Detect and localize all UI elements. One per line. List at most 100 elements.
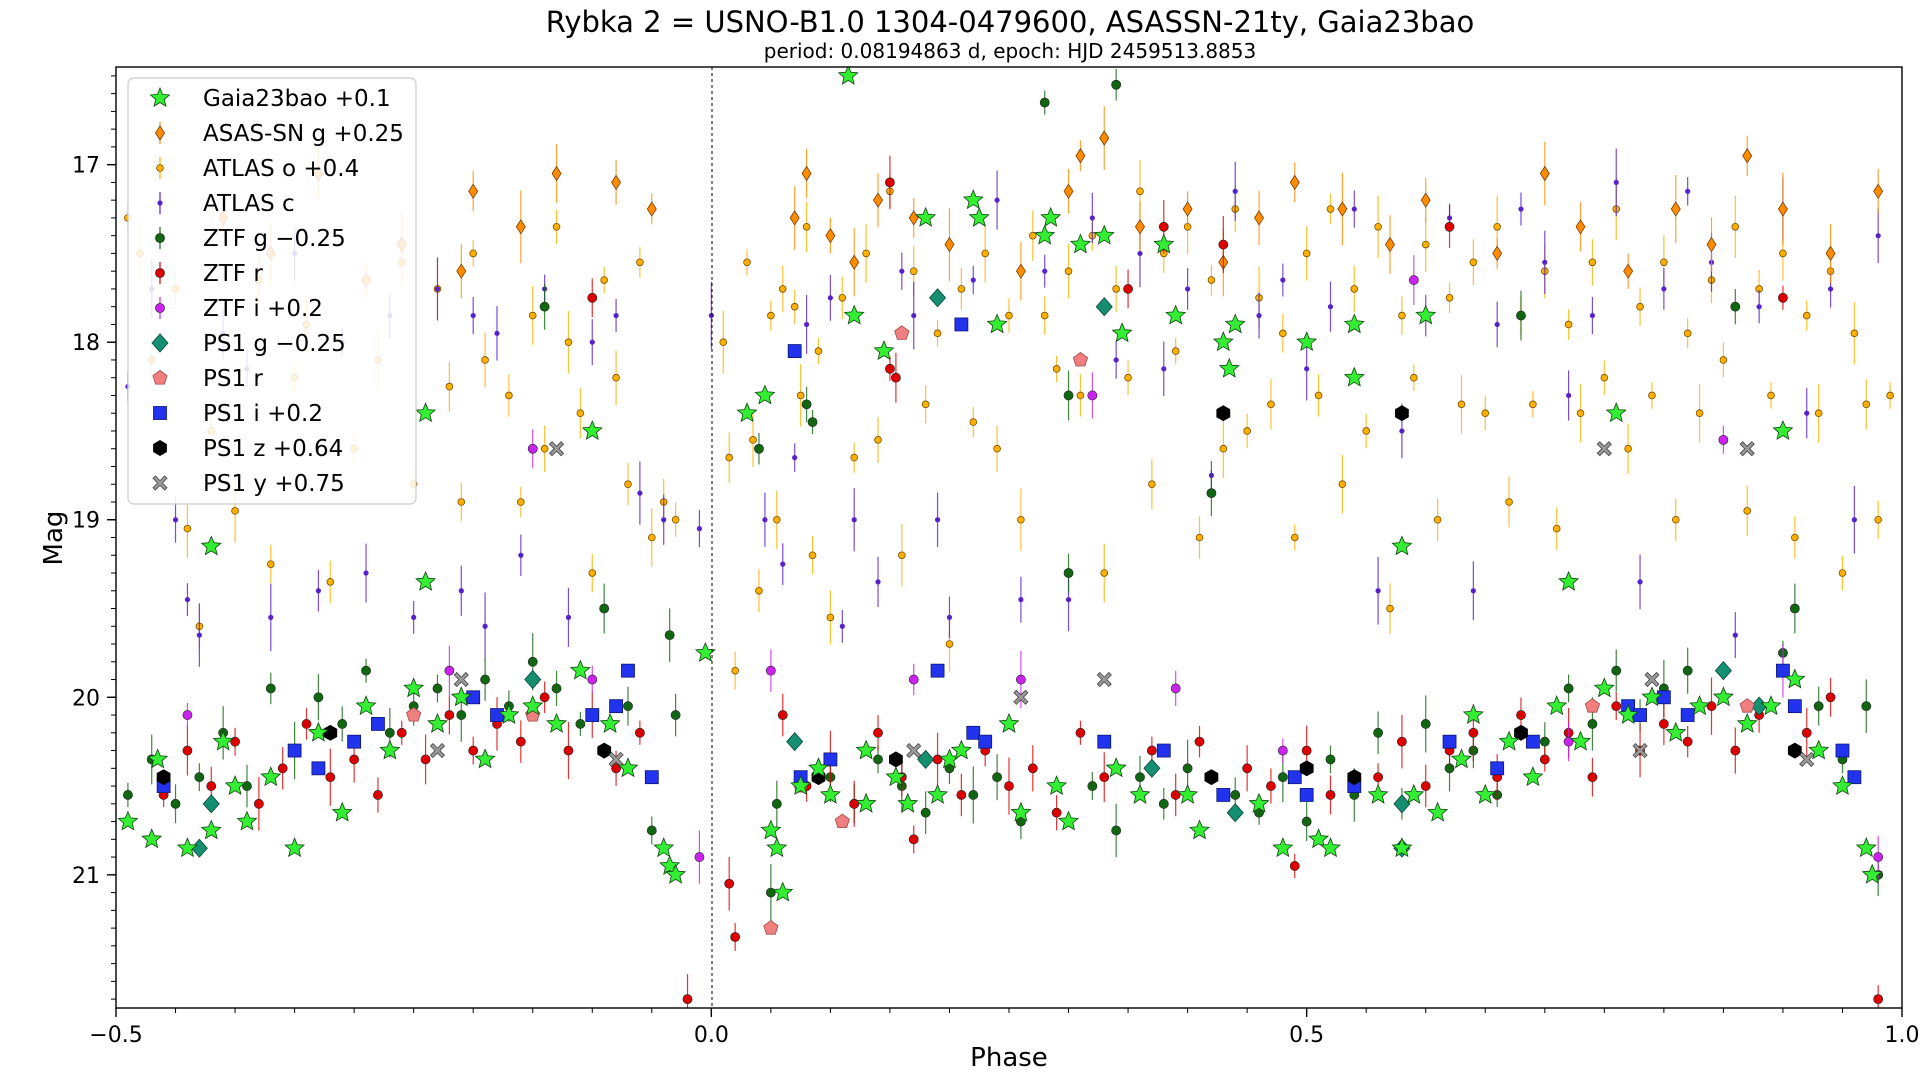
ztf_i-point: [1873, 852, 1884, 862]
gaia-point: [808, 757, 829, 778]
atlas_c-point: [696, 526, 703, 532]
gaia-point: [1034, 224, 1056, 245]
atlas_o-point: [1814, 409, 1823, 418]
atlas_o-point: [1695, 409, 1704, 418]
ztf_r-point: [539, 692, 550, 703]
gaia-point: [659, 854, 681, 875]
gaia-point: [986, 313, 1008, 334]
atlas_o-point: [790, 302, 799, 311]
ztf_r-point: [325, 772, 336, 783]
ps1_r-point: [1072, 352, 1089, 367]
ztf_g-point: [575, 719, 586, 729]
legend-marker-ps1_z: [153, 440, 167, 456]
atlas_o-point: [445, 382, 454, 391]
ps1_i-point: [954, 317, 969, 332]
asassn-point: [1063, 183, 1074, 200]
atlas_c-point: [172, 517, 179, 523]
gaia-point: [331, 801, 353, 822]
gaia-point: [1010, 801, 1032, 822]
ztf_r-point: [373, 790, 383, 800]
gaia-point: [1040, 206, 1062, 227]
ps1_y-point: [1644, 671, 1660, 688]
atlas_c-point: [1518, 206, 1524, 212]
legend-label-ztf_i: ZTF i +0.2: [203, 296, 323, 322]
asassn-point: [1015, 263, 1026, 279]
ztf_r-point: [1004, 781, 1014, 791]
ztf_g-point: [968, 790, 979, 800]
ztf_r-point: [1051, 807, 1062, 818]
ztf_r-point: [1539, 754, 1550, 765]
atlas_o-point: [796, 391, 805, 400]
gaia-point: [1427, 801, 1449, 822]
gaia-point: [760, 819, 782, 840]
ps1_i-point: [1299, 788, 1314, 802]
y-tick-label: 17: [72, 154, 100, 179]
gaia-point: [1605, 402, 1627, 423]
ztf_r-point: [1266, 781, 1276, 791]
atlas_o-point: [1624, 444, 1632, 453]
atlas_o-point: [1052, 365, 1061, 373]
legend-marker-atlas_o: [156, 164, 164, 172]
ztf_i-point: [182, 710, 193, 720]
legend-label-atlas_o: ATLAS o +0.4: [203, 156, 359, 182]
gaia-point: [379, 739, 401, 760]
gaia-point: [1093, 224, 1115, 245]
atlas_o-point: [1588, 258, 1597, 267]
atlas_o-point: [1267, 400, 1275, 409]
ps1_i-point: [466, 690, 481, 705]
ztf_g-point: [1111, 79, 1122, 90]
ztf_g-point: [646, 825, 657, 836]
atlas_c-point: [946, 614, 953, 620]
ps1_y-point: [1799, 751, 1815, 767]
ztf_r-point: [885, 363, 895, 374]
ztf_r-point: [730, 932, 741, 942]
asassn-point: [944, 236, 955, 253]
legend-item-ztf_r: ZTF r: [155, 261, 263, 287]
ps1_i-point: [311, 761, 326, 776]
gaia-point: [1712, 686, 1734, 707]
gaia-point: [1450, 748, 1473, 769]
ztf_g-point: [1516, 310, 1526, 321]
atlas_o-point: [1421, 240, 1430, 249]
atlas_c-point: [434, 286, 441, 292]
gaia-point: [1111, 322, 1133, 343]
ztf_g-point: [664, 630, 675, 641]
atlas_c-point: [482, 623, 488, 629]
atlas_o-point: [1386, 604, 1394, 613]
ztf_r-point: [1658, 719, 1669, 729]
ztf_r-point: [1289, 861, 1300, 871]
ps1_r-point: [1739, 698, 1755, 713]
asassn-point: [551, 165, 562, 182]
gaia-point: [790, 775, 812, 796]
asassn-point: [468, 183, 479, 200]
legend-label-ztf_g: ZTF g −0.25: [203, 226, 346, 252]
atlas_o-point: [624, 480, 632, 489]
atlas_c-point: [1113, 357, 1119, 363]
gaia-point: [545, 712, 568, 733]
ps1_i-point: [644, 770, 659, 785]
atlas_c-point: [1280, 277, 1286, 283]
asassn-point: [515, 219, 526, 235]
atlas_o-point: [1648, 391, 1656, 400]
gaia-point: [236, 810, 258, 831]
ps1_z-point: [889, 751, 903, 768]
gaia-point: [1218, 357, 1240, 378]
ztf_r-point: [277, 763, 288, 774]
gaia-point: [885, 766, 907, 787]
atlas_o-point: [1064, 267, 1073, 275]
atlas_o-point: [808, 551, 817, 560]
ztf_g-point: [623, 701, 633, 712]
atlas_c-point: [792, 455, 798, 461]
atlas_o-point: [909, 267, 918, 275]
ztf_r-point: [1420, 781, 1431, 791]
atlas_o-point: [981, 249, 989, 258]
legend-label-ps1_g: PS1 g −0.25: [203, 331, 346, 357]
ztf_g-point: [920, 807, 931, 818]
atlas_o-point: [1112, 285, 1120, 293]
gaia-point: [522, 695, 544, 716]
ztf_r-point: [396, 727, 407, 738]
atlas_c-point: [494, 330, 500, 336]
atlas_o-point: [1886, 391, 1894, 400]
legend-marker-ps1_i: [153, 406, 167, 420]
